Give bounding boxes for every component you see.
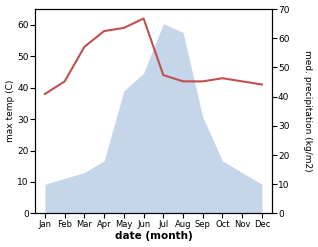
X-axis label: date (month): date (month) [114,231,192,242]
Y-axis label: med. precipitation (kg/m2): med. precipitation (kg/m2) [303,50,313,172]
Y-axis label: max temp (C): max temp (C) [5,80,15,143]
